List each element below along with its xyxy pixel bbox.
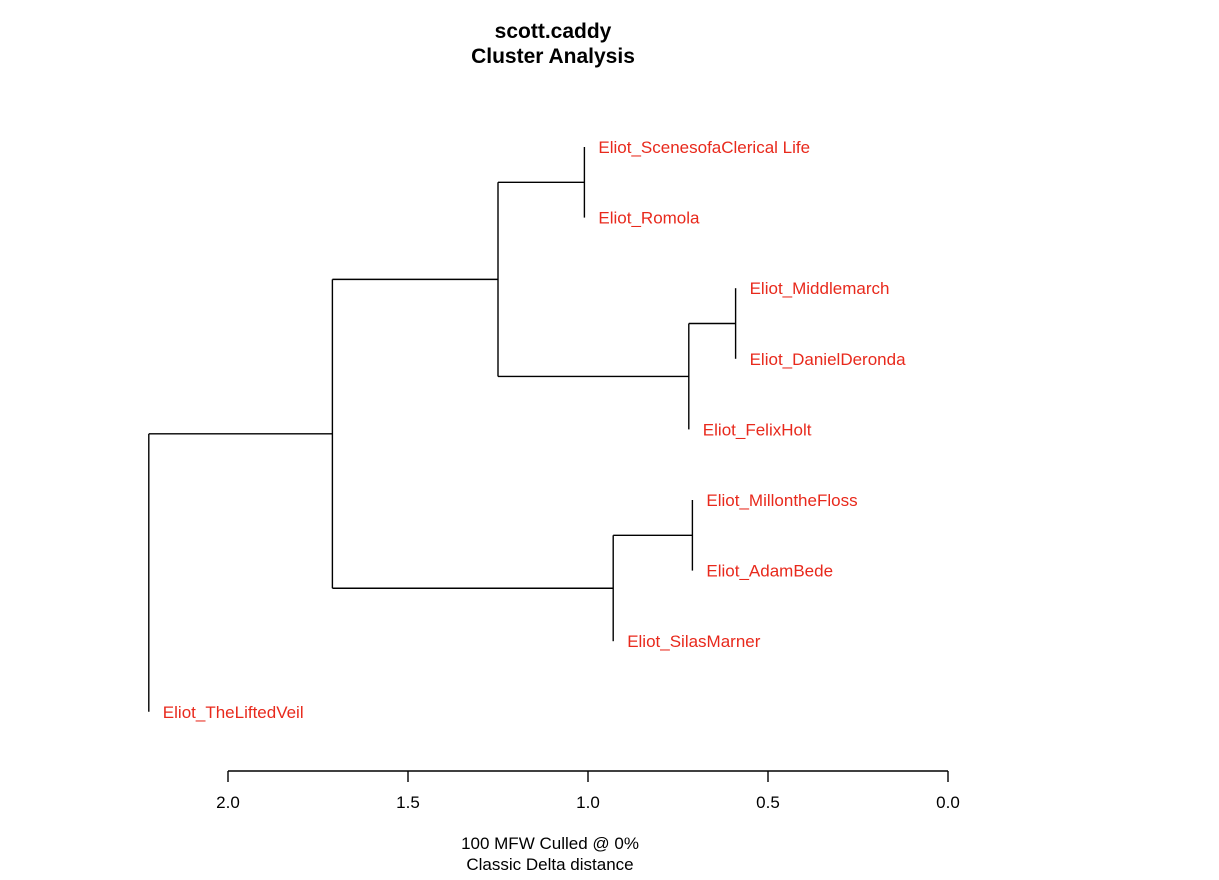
leaf-label: Eliot_TheLiftedVeil (163, 703, 304, 722)
x-tick-label: 2.0 (216, 793, 240, 812)
x-tick-label: 0.5 (756, 793, 780, 812)
leaf-label: Eliot_ScenesofaClerical Life (598, 138, 810, 157)
footer-distance-label: Classic Delta distance (466, 855, 633, 874)
leaf-label: Eliot_FelixHolt (703, 420, 812, 439)
leaf-label: Eliot_AdamBede (706, 562, 833, 581)
leaf-label: Eliot_Middlemarch (750, 279, 890, 298)
x-tick-label: 1.5 (396, 793, 420, 812)
x-axis: 2.0 1.5 1.0 0.5 0.0 (216, 770, 960, 812)
footer-mfw-label: 100 MFW Culled @ 0% (461, 834, 639, 853)
leaf-label: Eliot_Romola (598, 209, 700, 228)
chart-subtitle: Cluster Analysis (471, 45, 635, 68)
dendrogram-branches (148, 147, 737, 712)
chart-title: scott.caddy (495, 20, 612, 43)
leaf-label: Eliot_MillontheFloss (706, 491, 857, 510)
leaf-labels: Eliot_ScenesofaClerical Life Eliot_Romola… (163, 138, 906, 722)
leaf-label: Eliot_DanielDeronda (750, 350, 906, 369)
x-tick-label: 1.0 (576, 793, 600, 812)
x-tick-label: 0.0 (936, 793, 960, 812)
leaf-label: Eliot_SilasMarner (627, 632, 761, 651)
